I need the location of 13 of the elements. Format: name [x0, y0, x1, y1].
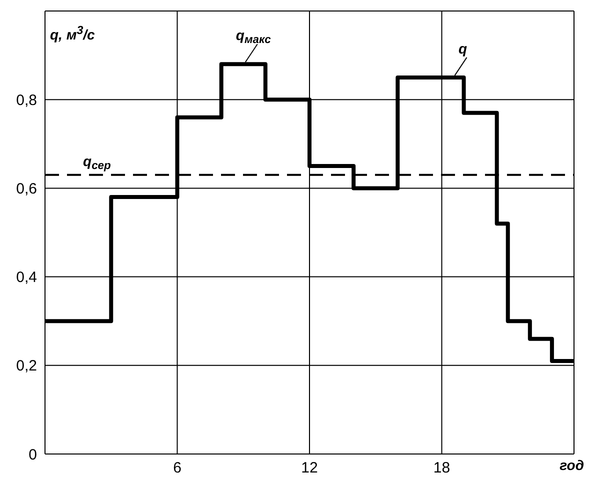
y-tick-label: 0,4 [16, 269, 37, 286]
y-tick-label: 0,2 [16, 358, 37, 375]
x-axis-title: год [560, 457, 584, 473]
y-tick-label: 0,8 [16, 92, 37, 109]
x-tick-label: 18 [433, 460, 450, 477]
ref-line-label: q$_{сер}$ [83, 152, 112, 172]
y-tick-label: 0,6 [16, 180, 37, 198]
x-tick-label: 12 [301, 460, 318, 477]
x-tick-label: 6 [173, 460, 182, 477]
annotation: q [458, 40, 468, 56]
annotation: q$_{макс}$ [236, 27, 272, 46]
y-tick-label: 0 [28, 446, 37, 464]
y-axis-title: q, м$^{3}$/с [50, 24, 95, 43]
